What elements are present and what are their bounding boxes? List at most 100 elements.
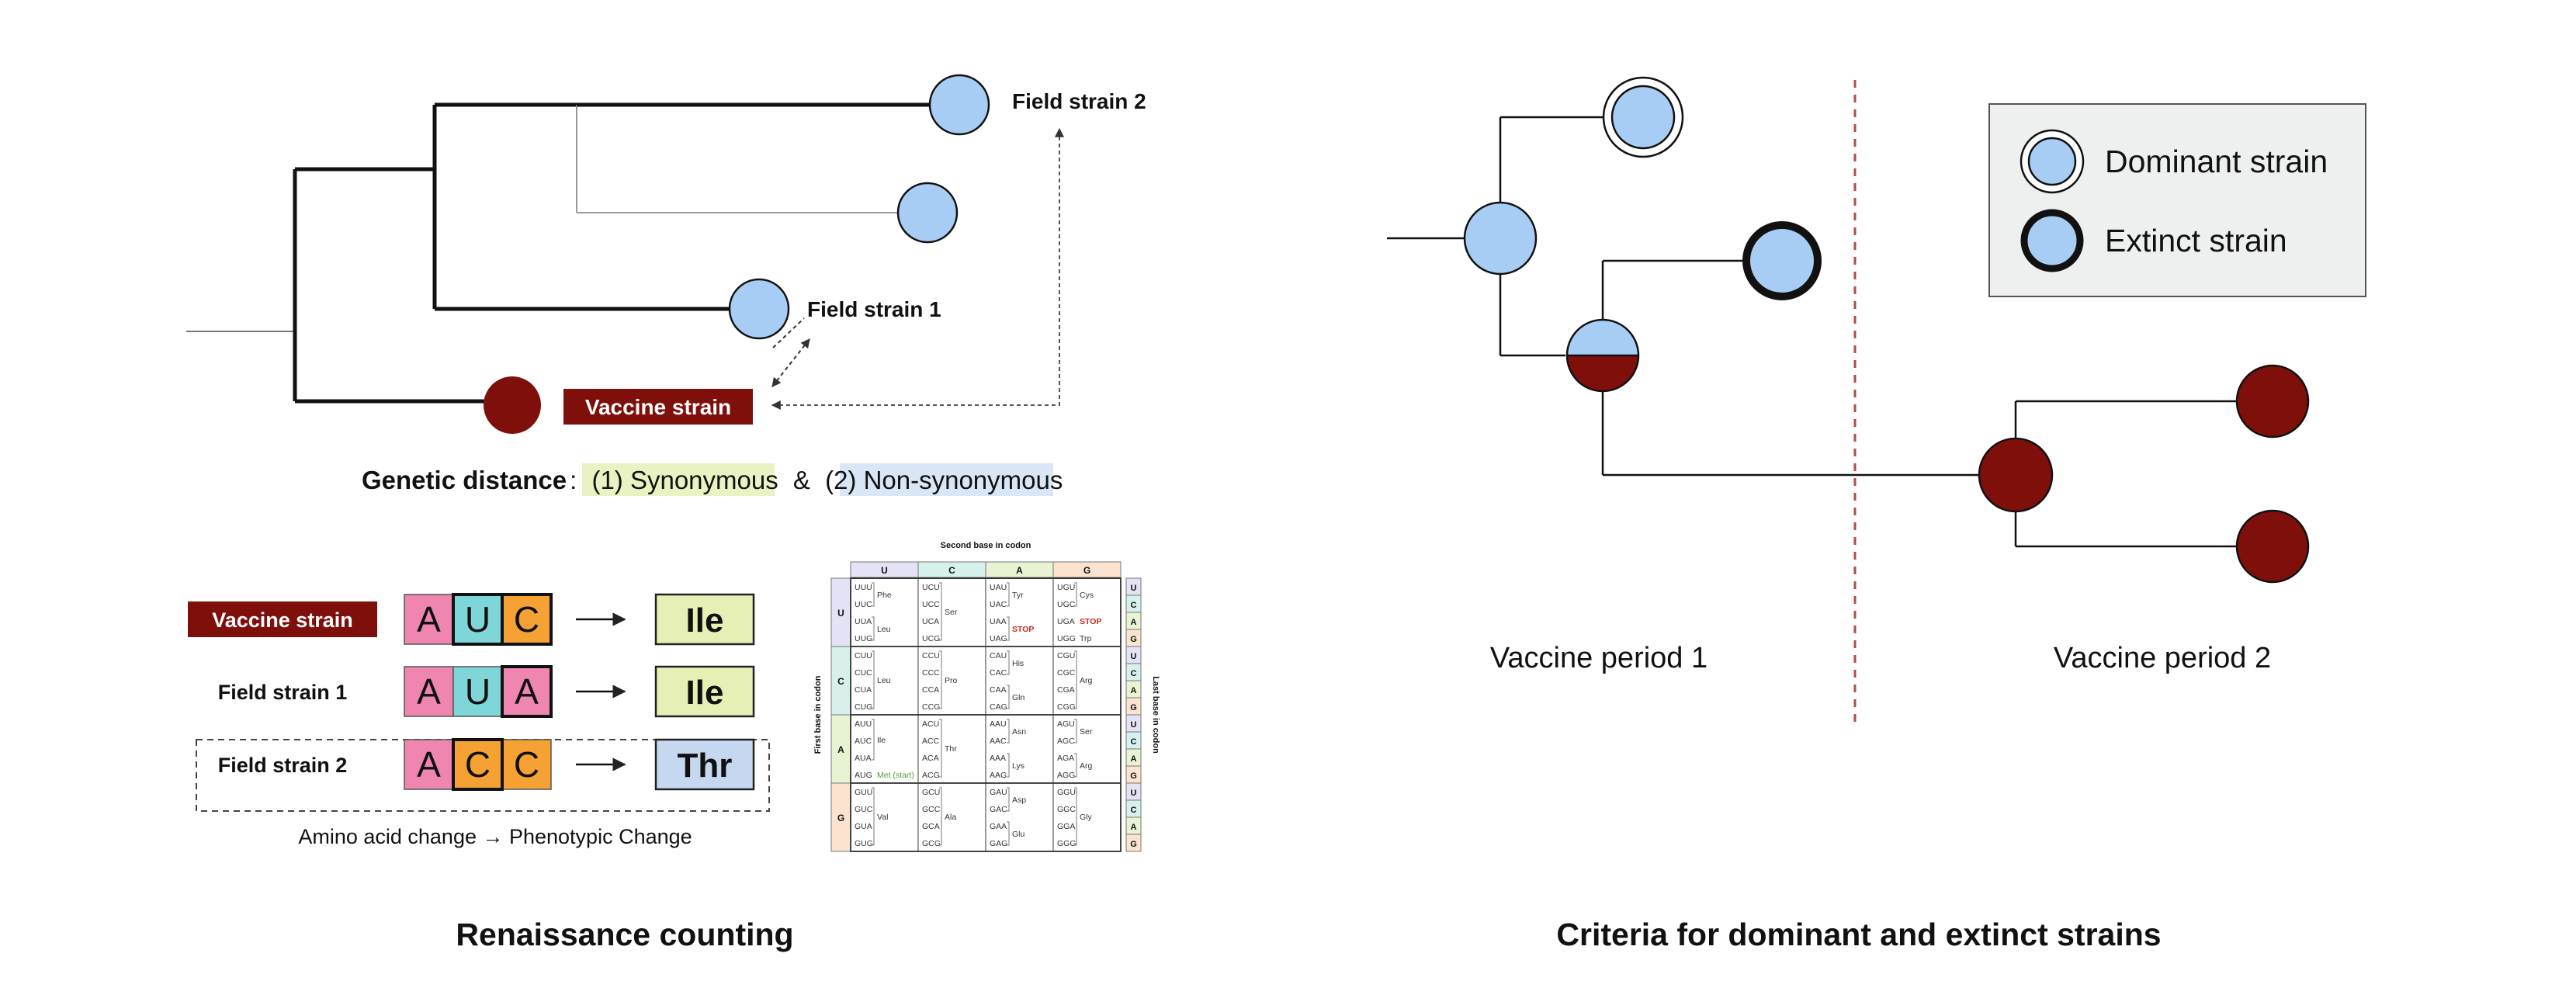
codon-table: Second base in codon First base in codon L… (813, 541, 1160, 852)
amino-acid-table-label: Ser (945, 608, 958, 617)
codon-table-last-base-label: C (1131, 601, 1137, 610)
dominant-strain-node (1610, 85, 1676, 150)
codon-label: CCU (922, 651, 940, 660)
codon-bracket (1007, 719, 1010, 744)
nucleotide-highlight (501, 665, 553, 718)
nucleotide-highlight (452, 738, 504, 791)
codon-bracket (1074, 582, 1077, 607)
codon-bracket (1074, 650, 1077, 709)
amino-acid-table-label: Arg (1080, 676, 1093, 685)
codon-label: AUU (855, 719, 872, 729)
codon-label: GUA (855, 822, 872, 831)
amino-acid-caption: Amino acid change → Phenotypic Change (298, 825, 692, 848)
codon-label: CUG (855, 702, 872, 712)
codon-table-col-head-label: C (948, 565, 955, 576)
amino-acid-table-label: Trp (1080, 634, 1092, 643)
codon-label: CAA (990, 685, 1007, 695)
half-node-outline (1565, 318, 1640, 393)
codon-label: UCC (922, 600, 940, 609)
codon-bracket (872, 719, 875, 761)
legend: Dominant strain Extinct strain (1988, 103, 2366, 297)
amino-acid-label: Ile (686, 601, 724, 640)
vaccine-period-1-label: Vaccine period 1 (1490, 642, 1708, 674)
codon-table-col-head (1052, 561, 1122, 578)
codon-label: CUC (855, 668, 872, 678)
codon-table-last-base-label: C (1131, 669, 1137, 678)
codon-label: CGU (1057, 651, 1075, 660)
codon-bracket (872, 582, 875, 607)
codon-label: GAG (990, 839, 1007, 848)
codon-table-last-base (1125, 834, 1142, 852)
amino-acid-table-label: STOP (1012, 625, 1034, 634)
codon-bracket (1007, 582, 1010, 607)
legend-dominant-icon (2027, 137, 2077, 186)
half-node-top (1567, 320, 1638, 355)
codon-label: UGA (1057, 617, 1075, 626)
codon-label: ACG (922, 771, 940, 780)
codon-label: AUC (855, 737, 872, 746)
field-strain-2-node (928, 74, 990, 136)
codon-label: AAU (990, 719, 1007, 729)
codon-label: GGU (1057, 788, 1076, 797)
codon-label: UUC (855, 600, 872, 609)
codon-table-col-head-label: A (1016, 565, 1023, 576)
codon-table-cell (850, 714, 919, 784)
codon-bracket (872, 787, 875, 846)
codon-label: UUU (855, 583, 872, 592)
codon-row-label: Field strain 2 (218, 754, 348, 777)
field-strain-1-label: Field strain 1 (807, 297, 941, 321)
codon-label: UCG (922, 634, 940, 643)
codon-label: CGA (1057, 685, 1075, 695)
half-node-bottom (1567, 355, 1638, 391)
codon-label: UAU (990, 583, 1007, 592)
codon-bracket (1007, 787, 1010, 812)
codon-table-last-base-label: U (1131, 720, 1137, 730)
codon-label: UCU (922, 583, 940, 592)
amino-acid-table-label: Ser (1080, 727, 1093, 737)
codon-label: CAG (990, 702, 1007, 712)
codon-bracket (939, 650, 942, 709)
amino-acid-table-label: His (1012, 659, 1024, 668)
codon-label: AUG (855, 771, 872, 780)
nucleotide-letter: C (514, 744, 539, 785)
codon-label: AGG (1057, 771, 1075, 780)
codon-table-last-base-label: U (1131, 789, 1137, 798)
amino-acid-table-label: Leu (877, 625, 891, 634)
non-synonymous-highlight (840, 463, 1053, 496)
amino-acid-table-label: Val (877, 813, 888, 822)
codon-label: AAG (990, 771, 1007, 780)
codon-label: UGG (1057, 634, 1076, 643)
codon-label: GCU (922, 788, 940, 797)
amino-acid-table-label: Asn (1012, 727, 1026, 737)
vaccine-strain-node (484, 376, 541, 434)
genetic-distance-line: Genetic distance: (1) Synonymous & (2) N… (362, 463, 1063, 496)
codon-label: UUA (855, 617, 872, 626)
codon-table-cell (1052, 782, 1122, 852)
codon-row-label: Vaccine strain (212, 608, 353, 632)
amino-acid-table-label: Phe (877, 591, 892, 600)
codon-label: AUA (855, 754, 872, 763)
codon-label: ACU (922, 719, 939, 729)
amino-acid-table-label: Pro (945, 676, 958, 685)
codon-label: GUU (855, 788, 872, 797)
codon-label: GCA (922, 822, 940, 831)
vaccine-strain-badge (563, 389, 753, 425)
codon-label: GGA (1057, 822, 1075, 831)
field-strain-1-node (728, 278, 790, 340)
unnamed-strain-node (896, 182, 959, 244)
nucleotide-letter: U (465, 599, 491, 640)
genetic-distance-text: Genetic distance: (1) Synonymous & (2) N… (362, 466, 1063, 494)
codon-label: ACC (922, 737, 940, 746)
right-root-node (1463, 201, 1538, 276)
codon-bracket (939, 719, 942, 778)
distance-arrow-field2 (771, 127, 1064, 410)
codon-table-col-head-label: U (881, 565, 888, 576)
amino-acid-table-label: Gln (1012, 693, 1025, 702)
codon-table-row-head-label: U (837, 608, 844, 619)
codon-bracket (1074, 719, 1077, 744)
codon-table-last-base-label: A (1131, 754, 1137, 764)
codon-label: GGG (1057, 839, 1077, 848)
codon-table-cell (850, 782, 919, 852)
codon-label: AGC (1057, 737, 1075, 746)
vaccine-period-2-label: Vaccine period 2 (2054, 642, 2271, 674)
